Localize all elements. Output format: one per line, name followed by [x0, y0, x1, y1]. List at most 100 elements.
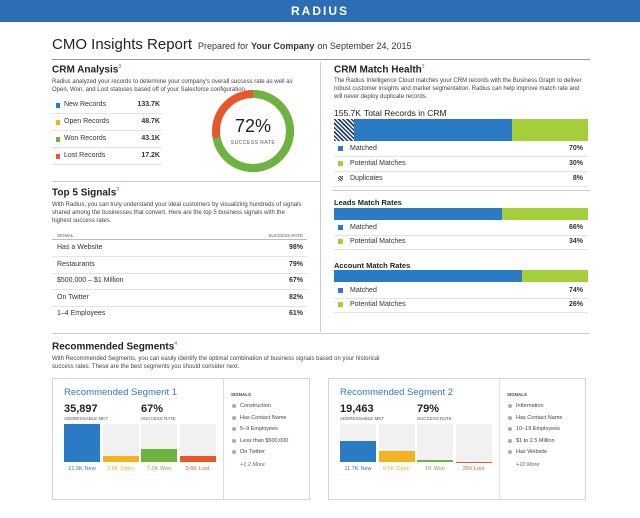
- divider: [52, 333, 590, 334]
- signal-rate: 98%: [288, 244, 303, 251]
- report-title: CMO Insights Report Prepared for Your Comp…: [52, 36, 412, 53]
- bar-label: 11.7K New: [340, 466, 376, 472]
- subsection-title: Leads Match Rates: [334, 198, 402, 207]
- legend-swatch: [338, 239, 343, 244]
- divider: [332, 190, 590, 191]
- subsection-title: Account Match Rates: [334, 261, 411, 270]
- match-bar: [501, 208, 588, 220]
- divider: [52, 256, 307, 257]
- bar-name: New: [84, 466, 96, 472]
- segment-title: Recommended Segment 2: [340, 387, 454, 398]
- title-text: CMO Insights Report: [52, 36, 193, 53]
- donut-chart: [212, 90, 294, 172]
- signal-rate: 61%: [288, 310, 303, 317]
- legend-swatch: [338, 225, 343, 230]
- segment-bar: [64, 424, 100, 462]
- match-bar: [511, 119, 588, 141]
- match-bar: [334, 119, 512, 141]
- signal-item: Has Contact Name: [516, 414, 563, 421]
- description: The Radius Intelligence Cloud matches yo…: [334, 78, 582, 100]
- divider: [52, 272, 307, 274]
- signal-icon: [508, 438, 512, 443]
- legend-value: 70%: [568, 145, 583, 152]
- divider: [334, 186, 588, 187]
- record-name: Lost Records: [64, 152, 106, 159]
- divider: [499, 379, 500, 499]
- bar-name: Lost: [198, 466, 210, 472]
- signal-item: Information: [516, 403, 544, 409]
- more-signals: +10 More: [516, 462, 540, 468]
- legend-swatch: [338, 288, 343, 293]
- match-bar: [334, 270, 522, 282]
- bar-value-label: 11.7K: [344, 466, 359, 472]
- signal-icon: [232, 450, 236, 454]
- donut-arc: [212, 90, 294, 172]
- column-header: SUCCESS RATE: [268, 233, 303, 238]
- legend-label: Potential Matches: [350, 238, 406, 245]
- bar-label: 7.2K Won: [141, 466, 177, 472]
- signals-header: SIGNALS: [507, 392, 528, 397]
- divider: [52, 305, 307, 307]
- segment-card: Recommended Segment 2 19,463 ADDRESSABLE M…: [328, 378, 586, 500]
- footnote-mark: 3: [118, 64, 122, 70]
- bar-value-label: 259: [462, 466, 472, 472]
- segment-market: 19,463: [340, 403, 374, 415]
- segment-rate: 67%: [141, 403, 164, 415]
- signal-item: Less than $500,000: [240, 437, 289, 444]
- match-bar: [334, 208, 502, 220]
- divider: [52, 59, 590, 60]
- segment-rate: 79%: [417, 403, 440, 415]
- record-value: 133.7K: [137, 101, 160, 108]
- signal-icon: [508, 427, 512, 431]
- signal-rate: 82%: [288, 293, 303, 301]
- signal-name: $500,000 – $1 Million: [57, 277, 124, 284]
- segment-bar: [179, 455, 216, 462]
- legend-value: 26%: [568, 301, 583, 308]
- description: With Radius, you can truly understand yo…: [52, 202, 302, 224]
- bar-value-label: 6.5K: [383, 466, 395, 472]
- record-name: Won Records: [64, 135, 107, 142]
- signal-icon: [508, 415, 512, 420]
- divider: [52, 181, 320, 182]
- signal-icon: [508, 404, 512, 408]
- column-header: SIGNAL: [57, 233, 74, 238]
- bar-value-label: 7.2K: [146, 466, 159, 472]
- footnote-mark: 4: [174, 341, 178, 347]
- description: Radius analyzed your records to determin…: [52, 79, 293, 93]
- legend-swatch: [56, 103, 60, 108]
- legend-value: 74%: [568, 287, 583, 294]
- section-title: Recommended Segments4: [52, 341, 177, 352]
- legend-label: Matched: [350, 287, 377, 294]
- section-title-text: Top 5 Signals: [52, 187, 117, 199]
- bar-label: 3.6K Open: [103, 466, 139, 472]
- bar-name: Won: [160, 466, 172, 472]
- segment-bar: [417, 460, 453, 462]
- signal-item: 5–9 Employees: [240, 426, 278, 432]
- signal-item: Has Contact Name: [240, 414, 287, 421]
- signal-item: 10–19 Employees: [516, 426, 561, 432]
- signal-name: Restaurants: [57, 260, 95, 268]
- bar-value-label: 3.6K: [185, 466, 197, 472]
- total-records: 155.7K Total Records in CRM: [334, 108, 447, 118]
- segment-bar: [141, 449, 177, 462]
- legend-value: 34%: [568, 238, 583, 245]
- segment-rate-label: SUCCESS RATE: [141, 416, 176, 421]
- prepared-text: Prepared for: [198, 41, 249, 51]
- segment-rate-label: SUCCESS RATE: [417, 416, 452, 421]
- legend-value: 30%: [568, 160, 583, 167]
- divider: [320, 62, 321, 332]
- legend-swatch: [56, 154, 60, 159]
- divider: [334, 156, 588, 157]
- divider: [52, 239, 307, 240]
- bar-label: 259 Lost: [456, 466, 492, 472]
- footnote-mark: 3: [421, 64, 425, 70]
- signal-icon: [232, 427, 236, 431]
- section-title: Top 5 Signals2: [52, 187, 119, 198]
- total-label: Total Records in CRM: [363, 108, 447, 118]
- legend-label: Potential Matches: [350, 301, 406, 308]
- legend-swatch: [338, 146, 343, 151]
- bar-label: 1K Won: [417, 466, 453, 472]
- segment-market-label: ADDRESSABLE MKT: [340, 416, 385, 421]
- divider: [52, 164, 162, 165]
- record-value: 48.7K: [141, 118, 160, 125]
